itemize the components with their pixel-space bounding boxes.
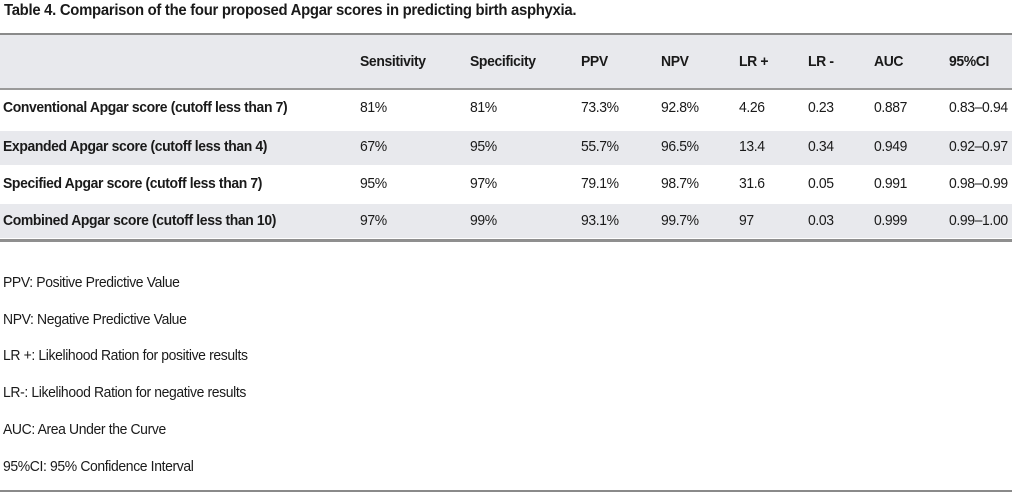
footnote-lr-positive: LR +: Likelihood Ration for positive res…	[3, 347, 248, 364]
row-label-expanded: Expanded Apgar score (cutoff less than 4…	[3, 138, 268, 155]
column-header-lr-negative: LR -	[808, 53, 834, 70]
row-label-specified: Specified Apgar score (cutoff less than …	[3, 175, 263, 192]
top-rule	[0, 33, 1012, 35]
column-header-95ci: 95%CI	[949, 53, 990, 70]
table-cell: 93.1%	[581, 212, 619, 229]
column-header-sensitivity: Sensitivity	[360, 53, 426, 70]
header-rule	[0, 88, 1012, 90]
footnote-lr-negative: LR-: Likelihood Ration for negative resu…	[3, 384, 247, 401]
table-cell: 81%	[470, 99, 497, 116]
table-cell: 0.887	[874, 99, 908, 116]
table-cell: 13.4	[739, 138, 765, 155]
column-header-ppv: PPV	[581, 53, 608, 70]
footnote-ppv: PPV: Positive Predictive Value	[3, 274, 180, 291]
table-caption: Table 4. Comparison of the four proposed…	[4, 2, 577, 19]
table-cell: 0.05	[808, 175, 834, 192]
table-cell: 0.949	[874, 138, 908, 155]
table-cell: 0.98–0.99	[949, 175, 1008, 192]
table-cell: 99%	[470, 212, 497, 229]
column-header-auc: AUC	[874, 53, 904, 70]
table-cell: 55.7%	[581, 138, 619, 155]
footer-rule	[0, 490, 1012, 492]
table-cell: 92.8%	[661, 99, 699, 116]
column-header-specificity: Specificity	[470, 53, 536, 70]
table-cell: 96.5%	[661, 138, 699, 155]
column-header-npv: NPV	[661, 53, 689, 70]
table-cell: 95%	[470, 138, 497, 155]
row-shading-4	[0, 204, 1012, 238]
table-cell: 31.6	[739, 175, 765, 192]
table-cell: 95%	[360, 175, 387, 192]
table-cell: 98.7%	[661, 175, 699, 192]
table-cell: 79.1%	[581, 175, 619, 192]
table-cell: 0.991	[874, 175, 908, 192]
table-cell: 0.03	[808, 212, 834, 229]
table-cell: 4.26	[739, 99, 765, 116]
table-cell: 0.92–0.97	[949, 138, 1008, 155]
table-cell: 0.999	[874, 212, 908, 229]
table-cell: 97%	[360, 212, 387, 229]
table-cell: 81%	[360, 99, 387, 116]
footnote-95ci: 95%CI: 95% Confidence Interval	[3, 458, 194, 475]
footnote-auc: AUC: Area Under the Curve	[3, 421, 166, 438]
table-cell: 0.23	[808, 99, 834, 116]
row-label-combined: Combined Apgar score (cutoff less than 1…	[3, 212, 276, 229]
table-cell: 67%	[360, 138, 387, 155]
table-cell: 97	[739, 212, 754, 229]
table-cell: 0.99–1.00	[949, 212, 1008, 229]
footnote-npv: NPV: Negative Predictive Value	[3, 311, 187, 328]
table-cell: 73.3%	[581, 99, 619, 116]
row-shading-2	[0, 131, 1012, 165]
column-header-lr-positive: LR +	[739, 53, 769, 70]
table-cell: 0.34	[808, 138, 834, 155]
row-label-conventional: Conventional Apgar score (cutoff less th…	[3, 99, 288, 116]
bottom-rule	[0, 239, 1012, 242]
header-background	[0, 35, 1012, 89]
table-cell: 0.83–0.94	[949, 99, 1008, 116]
table-cell: 99.7%	[661, 212, 699, 229]
table-cell: 97%	[470, 175, 497, 192]
